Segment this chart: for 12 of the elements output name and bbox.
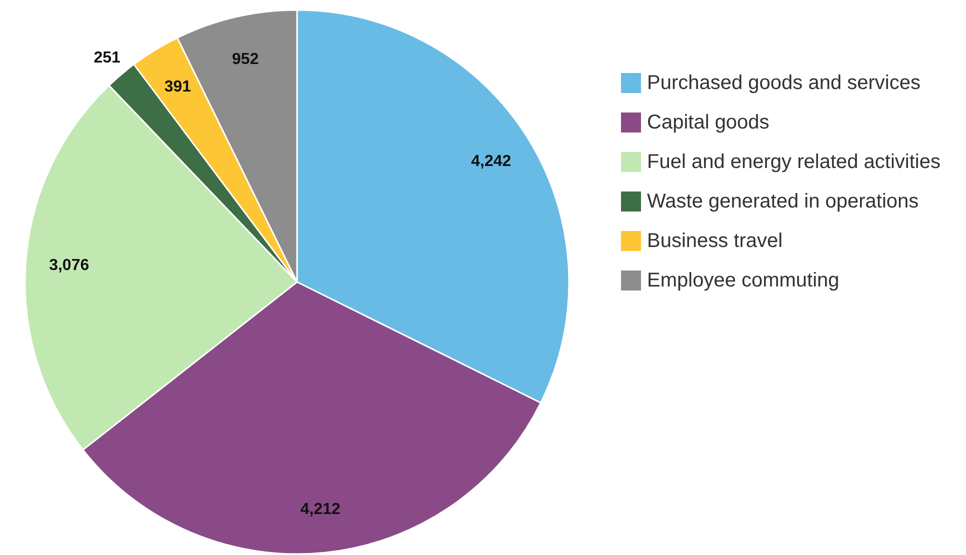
legend-label: Business travel — [647, 230, 783, 252]
data-label: 391 — [164, 78, 192, 96]
data-label: 3,076 — [49, 257, 90, 274]
legend-label: Purchased goods and services — [647, 72, 920, 94]
data-label: 251 — [94, 49, 121, 66]
legend-label: Capital goods — [647, 112, 770, 134]
data-label: 4,242 — [471, 153, 512, 170]
legend-label: Waste generated in operations — [647, 190, 919, 212]
data-label: 952 — [232, 50, 259, 68]
legend-label: Fuel and energy related activities — [647, 151, 940, 173]
legend-label: Employee commuting — [647, 270, 840, 292]
data-label: 4,212 — [300, 500, 340, 518]
